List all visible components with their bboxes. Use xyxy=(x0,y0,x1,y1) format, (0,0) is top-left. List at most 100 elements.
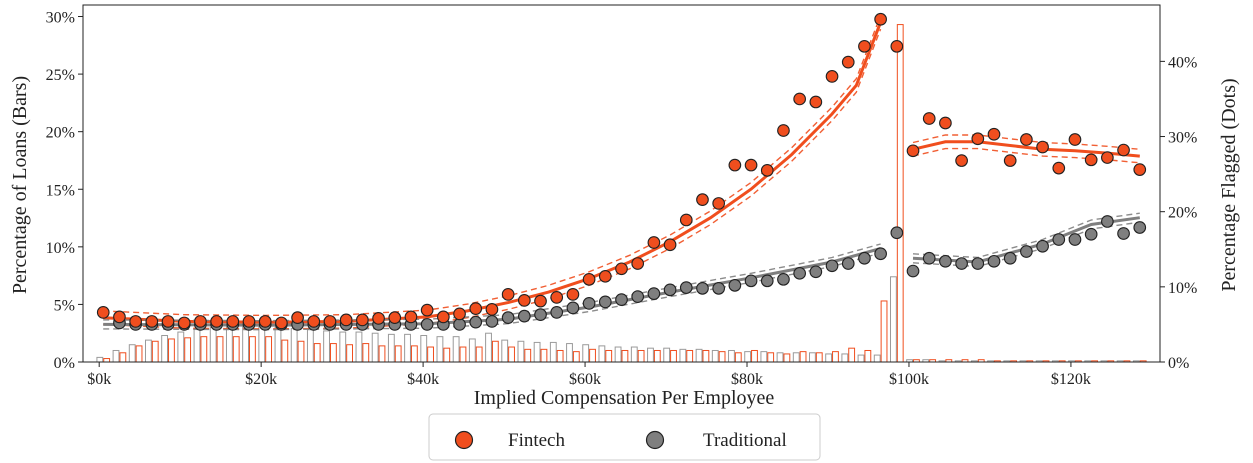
bar-fintech xyxy=(508,346,515,363)
dot-traditional xyxy=(647,287,661,300)
bar-traditional xyxy=(404,333,411,363)
bar-fintech xyxy=(589,348,596,363)
dot-traditional xyxy=(598,295,612,309)
dot-traditional xyxy=(1003,251,1017,265)
dot-traditional xyxy=(1117,227,1130,240)
dot-fintech xyxy=(631,257,645,270)
bar-traditional xyxy=(177,331,185,363)
bar-fintech xyxy=(135,345,143,363)
bar-fintech xyxy=(637,349,645,363)
y-left-tick-label: 15% xyxy=(46,182,75,199)
bar-traditional xyxy=(825,353,833,363)
dot-fintech xyxy=(566,288,580,301)
bar-traditional xyxy=(436,336,444,363)
dot-fintech xyxy=(258,315,272,328)
dot-fintech xyxy=(777,124,790,137)
dot-traditional xyxy=(517,309,531,323)
y-left-tick-label: 10% xyxy=(46,240,75,257)
dot-fintech xyxy=(534,294,547,308)
bar-traditional xyxy=(582,344,590,363)
bar-fintech xyxy=(184,337,192,363)
dot-traditional xyxy=(615,293,628,306)
dot-fintech xyxy=(469,302,483,315)
bar-fintech xyxy=(378,345,386,363)
dot-traditional xyxy=(550,306,564,319)
bar-fintech xyxy=(249,336,256,363)
bar-traditional xyxy=(323,330,330,363)
dot-traditional xyxy=(777,272,790,286)
y-right-tick-label: 40% xyxy=(1168,54,1197,71)
dot-fintech xyxy=(517,294,531,307)
y-axis-left-label: Percentage of Loans (Bars) xyxy=(9,76,31,294)
dot-fintech xyxy=(679,213,693,227)
y-left-tick-label: 20% xyxy=(46,125,75,142)
dot-fintech xyxy=(1068,133,1082,146)
x-tick-label: $20k xyxy=(245,371,277,388)
bar-traditional xyxy=(225,325,233,363)
dot-fintech xyxy=(1003,154,1017,167)
legend-label-fintech: Fintech xyxy=(508,430,565,451)
dot-traditional xyxy=(890,226,904,240)
dot-fintech xyxy=(145,315,159,328)
dot-fintech xyxy=(291,311,304,325)
bar-fintech xyxy=(362,343,370,363)
dot-traditional xyxy=(841,257,855,270)
dot-fintech xyxy=(696,193,709,207)
dot-fintech xyxy=(242,315,256,328)
dot-traditional xyxy=(485,315,499,328)
dot-traditional xyxy=(1101,215,1114,228)
bar-traditional xyxy=(792,352,800,363)
bar-fintech xyxy=(605,349,613,363)
bar-fintech xyxy=(151,340,159,363)
bar-fintech xyxy=(346,344,354,363)
dot-fintech xyxy=(1117,143,1130,157)
dot-fintech xyxy=(922,112,936,125)
x-tick-label: $80k xyxy=(731,371,763,388)
bar-traditional xyxy=(889,276,897,363)
bar-traditional xyxy=(468,338,476,363)
dot-fintech xyxy=(453,307,466,321)
dot-traditional xyxy=(1020,245,1033,258)
bar-traditional xyxy=(728,349,735,363)
bar-fintech xyxy=(216,336,224,363)
x-tick-label: $60k xyxy=(569,371,601,388)
plot-frame xyxy=(82,4,1161,363)
dot-traditional xyxy=(631,290,645,303)
dot-traditional xyxy=(582,297,596,310)
legend-label-traditional: Traditional xyxy=(703,430,787,451)
dot-fintech xyxy=(841,55,855,69)
dot-fintech xyxy=(939,116,952,130)
bar-fintech xyxy=(670,349,677,363)
dot-fintech xyxy=(96,306,110,319)
bar-fintech xyxy=(524,348,532,363)
dot-traditional xyxy=(955,257,968,270)
x-tick-label: $100k xyxy=(889,371,929,388)
bar-fintech xyxy=(329,343,337,363)
bar-fintech xyxy=(475,346,483,363)
ticks-layer: $0k $20k $40k $60k $80k $100k $120k 0% 5% 10% 15% 2… xyxy=(46,10,1198,388)
dot-traditional xyxy=(906,264,920,278)
dot-traditional xyxy=(453,318,466,331)
dot-traditional xyxy=(809,265,823,279)
bar-traditional xyxy=(711,349,719,363)
bar-fintech xyxy=(459,346,467,363)
dot-fintech xyxy=(598,269,612,283)
dot-fintech xyxy=(404,310,418,324)
bar-traditional xyxy=(857,354,865,363)
bar-fintech xyxy=(427,346,434,363)
bar-traditional xyxy=(452,336,460,363)
dot-fintech xyxy=(793,92,807,106)
dot-fintech xyxy=(129,315,142,328)
dot-traditional xyxy=(696,281,709,295)
dot-fintech xyxy=(550,291,564,304)
bar-fintech xyxy=(702,349,710,363)
bar-fintech xyxy=(540,348,548,363)
bar-traditional xyxy=(744,351,752,363)
legend-marker-fintech xyxy=(454,430,474,450)
bar-traditional xyxy=(209,326,217,363)
dot-fintech xyxy=(906,144,920,158)
bar-traditional xyxy=(809,352,816,363)
dot-fintech xyxy=(113,310,126,324)
bar-traditional xyxy=(776,352,784,363)
bar-fintech xyxy=(265,336,273,363)
